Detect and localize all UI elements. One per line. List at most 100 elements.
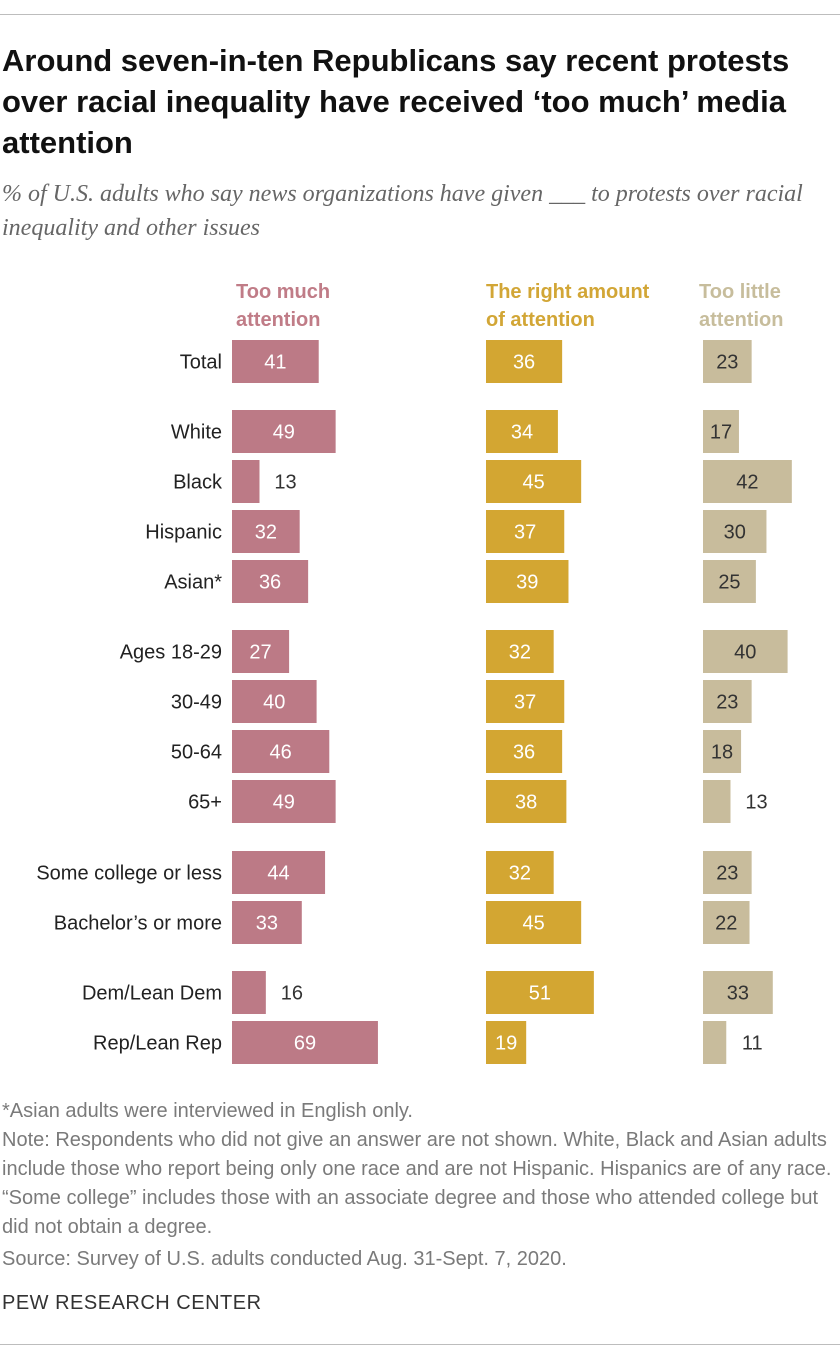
column-header-right-amount-line1: The right amount (486, 281, 650, 303)
bar-too-little-50-64 (703, 730, 742, 773)
category-label-bachelor-s-or-more: Bachelor’s or more (54, 913, 222, 935)
category-label-asian: Asian* (164, 572, 222, 594)
category-label-hispanic: Hispanic (145, 522, 222, 544)
bar-too-little-bachelor-s-or-more (703, 901, 750, 944)
bar-too-much-dem-lean-dem (232, 971, 266, 1014)
value-label-too-little-white: 17 (710, 422, 732, 444)
value-label-right-amount-white: 34 (511, 422, 533, 444)
bar-too-much-rep-lean-rep (232, 1021, 378, 1064)
bar-too-little-30-49 (703, 680, 752, 723)
value-label-too-much-hispanic: 32 (255, 522, 277, 544)
value-label-right-amount-bachelor-s-or-more: 45 (522, 913, 544, 935)
column-header-right-amount: The right amount of attention (486, 278, 649, 334)
bar-right-amount-bachelor-s-or-more (486, 901, 582, 944)
bar-right-amount-hispanic (486, 510, 565, 553)
value-label-too-little-asian: 25 (718, 572, 740, 594)
bar-too-little-some-college-or-less (703, 851, 752, 894)
bar-too-much-hispanic (232, 510, 300, 553)
value-label-too-little-some-college-or-less: 23 (716, 863, 738, 885)
category-label-65: 65+ (188, 792, 222, 814)
category-label-some-college-or-less: Some college or less (36, 863, 222, 885)
value-label-right-amount-black: 45 (522, 472, 544, 494)
column-header-right-amount-line2: of attention (486, 309, 595, 331)
bar-too-little-asian (703, 560, 756, 603)
bar-too-much-65 (232, 780, 336, 823)
value-label-right-amount-hispanic: 37 (514, 522, 536, 544)
value-label-right-amount-dem-lean-dem: 51 (529, 983, 551, 1005)
value-label-too-little-black: 42 (736, 472, 758, 494)
bar-too-little-ages-18-29 (703, 630, 788, 673)
chart-title: Around seven-in-ten Republicans say rece… (2, 43, 790, 160)
note: Note: Respondents who did not give an an… (2, 1129, 832, 1238)
bar-too-little-black (703, 460, 792, 503)
category-label-white: White (171, 422, 222, 444)
value-label-too-little-total: 23 (716, 352, 738, 374)
value-label-too-much-30-49: 40 (263, 692, 285, 714)
column-header-too-little: Too little attention (699, 278, 783, 334)
bar-right-amount-rep-lean-rep (486, 1021, 527, 1064)
value-label-right-amount-some-college-or-less: 32 (509, 863, 531, 885)
value-label-too-much-white: 49 (273, 422, 295, 444)
bar-right-amount-30-49 (486, 680, 565, 723)
value-label-too-little-dem-lean-dem: 33 (727, 983, 749, 1005)
category-label-total: Total (180, 352, 222, 374)
column-header-too-much: Too much attention (236, 278, 330, 334)
bar-right-amount-total (486, 340, 563, 383)
category-label-black: Black (173, 472, 223, 494)
value-label-right-amount-rep-lean-rep: 19 (495, 1033, 517, 1055)
bar-too-little-rep-lean-rep (703, 1021, 727, 1064)
category-label-dem-lean-dem: Dem/Lean Dem (82, 983, 222, 1005)
column-header-too-little-line1: Too little (699, 281, 781, 303)
value-label-too-much-black: 13 (274, 472, 296, 494)
value-label-too-much-ages-18-29: 27 (249, 642, 271, 664)
column-header-too-much-line1: Too much (236, 281, 331, 303)
chart-subtitle: % of U.S. adults who say news organizati… (2, 181, 803, 241)
value-label-too-much-50-64: 46 (270, 742, 292, 764)
bar-too-much-50-64 (232, 730, 330, 773)
bar-too-little-total (703, 340, 752, 383)
value-label-too-much-bachelor-s-or-more: 33 (256, 913, 278, 935)
bar-too-little-white (703, 410, 739, 453)
bar-too-little-hispanic (703, 510, 767, 553)
source: Source: Survey of U.S. adults conducted … (2, 1248, 567, 1270)
value-label-right-amount-65: 38 (515, 792, 537, 814)
value-label-too-little-ages-18-29: 40 (734, 642, 756, 664)
value-label-too-little-bachelor-s-or-more: 22 (715, 913, 737, 935)
bottom-rule (0, 1344, 840, 1345)
bar-right-amount-50-64 (486, 730, 563, 773)
value-label-right-amount-ages-18-29: 32 (509, 642, 531, 664)
column-header-too-little-line2: attention (699, 309, 784, 331)
bar-too-much-asian (232, 560, 309, 603)
column-header-too-much-line2: attention (236, 309, 321, 331)
bar-right-amount-ages-18-29 (486, 630, 554, 673)
bar-too-little-dem-lean-dem (703, 971, 773, 1014)
value-label-too-much-asian: 36 (259, 572, 281, 594)
value-label-right-amount-asian: 39 (516, 572, 538, 594)
value-label-too-much-65: 49 (273, 792, 295, 814)
bar-too-much-30-49 (232, 680, 317, 723)
footnote: *Asian adults were interviewed in Englis… (2, 1100, 413, 1122)
bar-too-little-65 (703, 780, 731, 823)
value-label-too-little-hispanic: 30 (724, 522, 746, 544)
value-label-right-amount-50-64: 36 (513, 742, 535, 764)
category-label-rep-lean-rep: Rep/Lean Rep (93, 1033, 222, 1055)
value-label-too-little-rep-lean-rep: 11 (742, 1033, 763, 1055)
bar-too-much-bachelor-s-or-more (232, 901, 302, 944)
bar-right-amount-dem-lean-dem (486, 971, 594, 1014)
bar-too-much-ages-18-29 (232, 630, 290, 673)
bar-too-much-white (232, 410, 336, 453)
category-label-ages-18-29: Ages 18-29 (120, 642, 222, 664)
value-label-right-amount-30-49: 37 (514, 692, 536, 714)
top-rule (0, 14, 840, 15)
value-label-too-much-dem-lean-dem: 16 (281, 983, 303, 1005)
value-label-too-little-30-49: 23 (716, 692, 738, 714)
value-label-too-little-65: 13 (745, 792, 767, 814)
value-label-too-little-50-64: 18 (711, 742, 733, 764)
value-label-right-amount-total: 36 (513, 352, 535, 374)
bar-right-amount-65 (486, 780, 567, 823)
bar-too-much-total (232, 340, 319, 383)
value-label-too-much-some-college-or-less: 44 (267, 863, 289, 885)
bar-too-much-some-college-or-less (232, 851, 326, 894)
category-label-50-64: 50-64 (171, 742, 222, 764)
